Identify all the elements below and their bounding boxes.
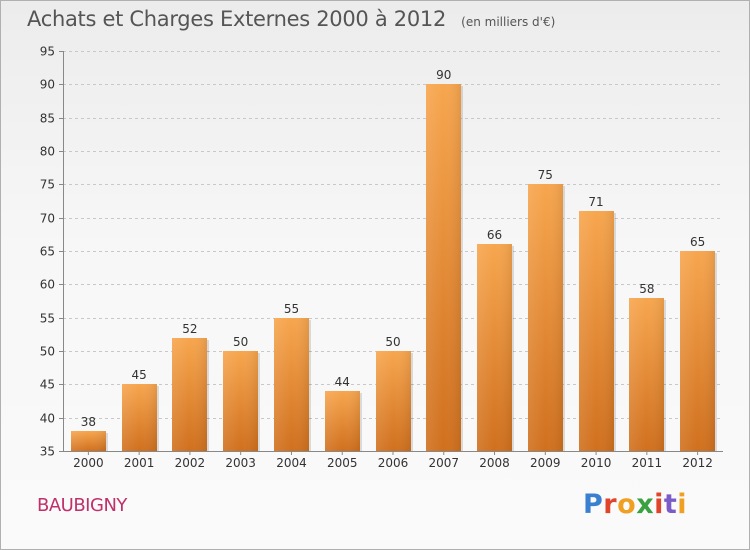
bar-highlight	[426, 84, 461, 451]
x-tick-label: 2007	[428, 456, 459, 470]
x-tick-label: 2011	[632, 456, 663, 470]
bar-highlight	[325, 391, 360, 451]
data-label: 55	[284, 302, 299, 316]
y-tick-label: 90	[40, 78, 55, 92]
x-tick-label: 2006	[378, 456, 409, 470]
x-tick-label: 2001	[124, 456, 155, 470]
bar-highlight	[172, 338, 207, 451]
data-label: 71	[588, 195, 603, 209]
data-label: 38	[81, 415, 96, 429]
data-label: 50	[385, 335, 400, 349]
y-tick-label: 40	[40, 412, 55, 426]
data-label: 50	[233, 335, 248, 349]
data-label: 66	[487, 228, 502, 242]
bar-highlight	[223, 351, 258, 451]
x-tick-label: 2009	[530, 456, 561, 470]
data-label: 58	[639, 282, 654, 296]
y-tick-label: 55	[40, 312, 55, 326]
y-tick-label: 95	[40, 45, 55, 59]
y-tick-label: 70	[40, 212, 55, 226]
data-label: 45	[132, 368, 147, 382]
axes: 35 40 45 50 55 60 65 70 75 80 85 90 95	[40, 45, 723, 459]
chart-title: Achats et Charges Externes 2000 à 2012	[27, 7, 447, 31]
x-tick-label: 2003	[225, 456, 256, 470]
data-label: 52	[182, 322, 197, 336]
data-label: 65	[690, 235, 705, 249]
data-label: 44	[335, 375, 350, 389]
logo-letter: P	[583, 489, 604, 520]
chart-unit-label: (en milliers d'€)	[461, 15, 556, 29]
bar-highlight	[477, 244, 512, 451]
proxiti-logo: Proxiti	[583, 489, 687, 520]
y-tick-label: 50	[40, 345, 55, 359]
logo-letter: i	[677, 489, 688, 520]
bars	[71, 84, 717, 451]
title-row: Achats et Charges Externes 2000 à 2012 (…	[27, 7, 555, 31]
x-tick-label: 2008	[479, 456, 510, 470]
bar-highlight	[71, 431, 106, 451]
city-name: BAUBIGNY	[37, 495, 127, 516]
data-labels: 38 2000 45 2001 52 2002 50 2003 55 2004 44 2005 50 20…	[73, 68, 713, 470]
x-tick-label: 2002	[175, 456, 206, 470]
logo-letter: x	[636, 489, 655, 520]
x-tick-label: 2004	[276, 456, 307, 470]
bar-highlight	[629, 298, 664, 451]
y-tick-label: 80	[40, 145, 55, 159]
logo-letter: o	[617, 489, 637, 520]
y-tick-label: 60	[40, 278, 55, 292]
logo-letter: r	[603, 489, 618, 520]
y-tick-label: 35	[40, 445, 55, 459]
bar-highlight	[579, 211, 614, 451]
bar-highlight	[680, 251, 715, 451]
bar-highlight	[528, 184, 563, 451]
y-tick-label: 45	[40, 378, 55, 392]
x-tick-label: 2012	[682, 456, 713, 470]
logo-letter: t	[663, 489, 678, 520]
data-label: 75	[538, 168, 553, 182]
y-tick-label: 75	[40, 178, 55, 192]
bar-highlight	[274, 318, 309, 451]
bar-highlight	[376, 351, 411, 451]
y-tick-label: 85	[40, 112, 55, 126]
data-label: 90	[436, 68, 451, 82]
bar-highlight	[122, 384, 157, 451]
y-tick-label: 65	[40, 245, 55, 259]
logo-letter: i	[654, 489, 664, 520]
x-tick-label: 2000	[73, 456, 104, 470]
x-tick-label: 2005	[327, 456, 358, 470]
x-tick-label: 2010	[581, 456, 612, 470]
